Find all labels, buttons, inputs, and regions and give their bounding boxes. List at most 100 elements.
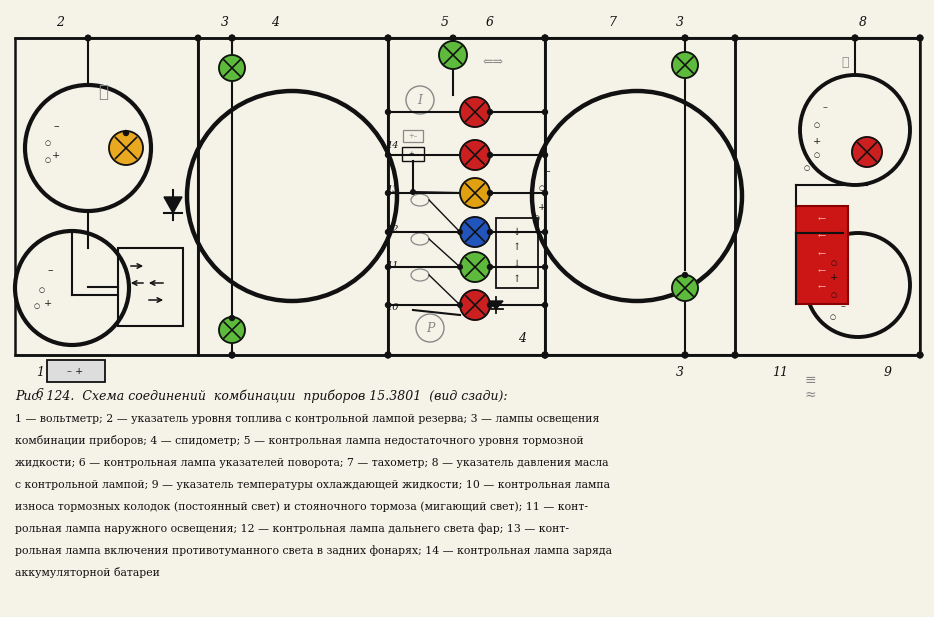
Circle shape xyxy=(852,35,857,41)
Circle shape xyxy=(386,230,390,234)
Text: –: – xyxy=(48,265,53,275)
Circle shape xyxy=(109,131,143,165)
Circle shape xyxy=(219,55,245,81)
Text: жидкости; 6 — контрольная лампа указателей поворота; 7 — тахометр; 8 — указатель: жидкости; 6 — контрольная лампа указател… xyxy=(15,458,608,468)
Circle shape xyxy=(543,352,548,358)
Circle shape xyxy=(458,303,462,307)
Text: +: + xyxy=(44,299,52,307)
Circle shape xyxy=(385,352,390,358)
Circle shape xyxy=(488,152,492,157)
Text: ○: ○ xyxy=(39,286,45,294)
Text: комбинации приборов; 4 — спидометр; 5 — контрольная лампа недостаточного уровня : комбинации приборов; 4 — спидометр; 5 — … xyxy=(15,435,584,446)
Text: 1 — вольтметр; 2 — указатель уровня топлива с контрольной лампой резерва; 3 — ла: 1 — вольтметр; 2 — указатель уровня топл… xyxy=(15,414,600,424)
Circle shape xyxy=(543,35,548,41)
Text: ↑: ↑ xyxy=(513,244,521,252)
Circle shape xyxy=(672,275,698,301)
Text: ←: ← xyxy=(818,233,826,241)
Circle shape xyxy=(411,189,416,194)
Circle shape xyxy=(682,352,687,358)
Text: ○: ○ xyxy=(814,151,820,159)
Circle shape xyxy=(543,352,548,358)
Text: 3: 3 xyxy=(221,15,229,28)
Circle shape xyxy=(123,131,129,136)
Circle shape xyxy=(85,35,91,41)
Text: 10: 10 xyxy=(387,304,399,312)
Text: P: P xyxy=(426,321,434,334)
Text: ↑: ↑ xyxy=(513,276,521,284)
Text: 🛢: 🛢 xyxy=(842,57,849,70)
Polygon shape xyxy=(489,301,503,309)
Text: ←: ← xyxy=(818,283,826,292)
Circle shape xyxy=(229,352,234,358)
Circle shape xyxy=(460,217,490,247)
Circle shape xyxy=(682,35,687,41)
Text: 1: 1 xyxy=(36,366,44,379)
Circle shape xyxy=(229,352,234,358)
Circle shape xyxy=(543,352,548,358)
Text: +: + xyxy=(813,138,821,146)
Circle shape xyxy=(682,352,687,358)
Circle shape xyxy=(488,109,492,115)
Circle shape xyxy=(672,52,698,78)
Circle shape xyxy=(386,109,390,115)
Text: – +: – + xyxy=(67,366,83,376)
Text: 12: 12 xyxy=(387,225,399,233)
Circle shape xyxy=(543,191,547,196)
Text: +–: +– xyxy=(408,150,417,158)
Circle shape xyxy=(543,35,548,41)
Text: 3: 3 xyxy=(676,15,684,28)
Circle shape xyxy=(488,230,492,234)
Circle shape xyxy=(460,252,490,282)
Text: ○: ○ xyxy=(830,313,836,321)
Polygon shape xyxy=(164,197,182,213)
Text: ○: ○ xyxy=(804,164,810,172)
Text: ←: ← xyxy=(818,215,826,225)
Circle shape xyxy=(732,35,738,41)
Bar xyxy=(198,38,388,355)
Bar xyxy=(118,248,183,326)
Text: 4: 4 xyxy=(271,15,279,28)
Text: ○: ○ xyxy=(831,291,837,299)
Text: ○: ○ xyxy=(34,302,40,310)
Text: +: + xyxy=(52,152,60,160)
Text: ↓: ↓ xyxy=(513,260,521,268)
Text: ○: ○ xyxy=(539,184,545,192)
Text: 14: 14 xyxy=(387,141,399,149)
Circle shape xyxy=(385,35,390,41)
Text: ○: ○ xyxy=(534,214,540,222)
Circle shape xyxy=(543,35,548,41)
Circle shape xyxy=(488,302,492,307)
Text: с контрольной лампой; 9 — указатель температуры охлаждающей жидкости; 10 — контр: с контрольной лампой; 9 — указатель темп… xyxy=(15,480,610,490)
Text: 2: 2 xyxy=(56,15,64,28)
Text: 7: 7 xyxy=(608,15,616,28)
Bar xyxy=(735,38,920,355)
Circle shape xyxy=(543,230,547,234)
Circle shape xyxy=(386,191,390,196)
Circle shape xyxy=(543,265,547,270)
Text: 3: 3 xyxy=(676,366,684,379)
Text: ⛽: ⛽ xyxy=(98,85,108,102)
Circle shape xyxy=(458,230,462,234)
Circle shape xyxy=(460,97,490,127)
Text: ⇐⇒: ⇐⇒ xyxy=(483,56,503,68)
Text: ≡: ≡ xyxy=(804,373,815,387)
Circle shape xyxy=(543,152,547,157)
Text: ○: ○ xyxy=(831,259,837,267)
Text: Рис. 124.  Схема соединений  комбинации  приборов 15.3801  (вид сзади):: Рис. 124. Схема соединений комбинации пр… xyxy=(15,389,507,403)
Circle shape xyxy=(458,265,462,269)
Circle shape xyxy=(386,302,390,307)
Circle shape xyxy=(229,35,234,41)
Circle shape xyxy=(917,35,923,41)
Text: +–: +– xyxy=(408,132,417,140)
Bar xyxy=(388,38,545,355)
Circle shape xyxy=(917,352,923,358)
Circle shape xyxy=(386,265,390,270)
Text: ○: ○ xyxy=(45,156,51,164)
Circle shape xyxy=(852,137,882,167)
Text: 8: 8 xyxy=(859,15,867,28)
Circle shape xyxy=(488,191,492,196)
Text: –: – xyxy=(823,104,828,112)
Text: рольная лампа наружного освещения; 12 — контрольная лампа дальнего света фар; 13: рольная лампа наружного освещения; 12 — … xyxy=(15,523,569,534)
Circle shape xyxy=(683,273,687,278)
Text: ←: ← xyxy=(818,251,826,260)
